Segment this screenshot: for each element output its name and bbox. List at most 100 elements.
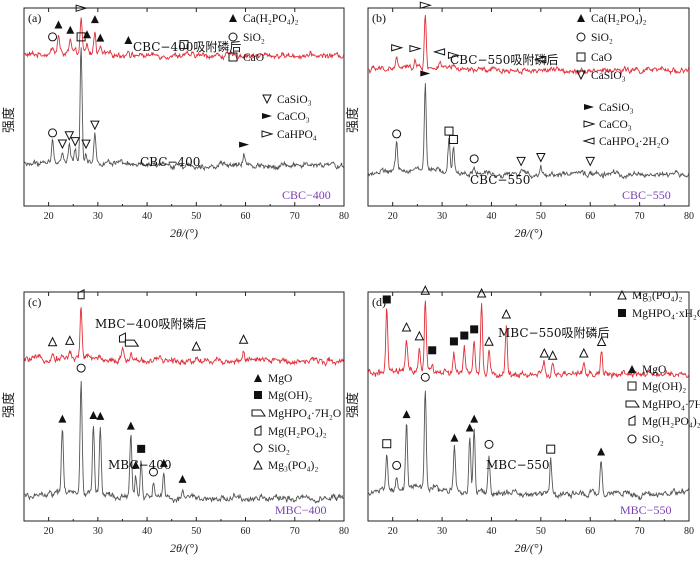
curve-label-before: CBC−550: [470, 173, 530, 187]
series-line-before: [23, 47, 345, 172]
legend-text: MgO: [642, 364, 666, 376]
peak-marker-tri-filled: [178, 474, 187, 483]
peak-marker-square: [444, 126, 454, 136]
x-tick-label: 40: [142, 211, 152, 222]
peak-marker-tri-filled: [470, 414, 479, 423]
legend-marker: [628, 415, 636, 426]
legend-entry-bottom: CaHPO₄·2H₂O: [582, 136, 669, 148]
x-axis-label: 2θ/(°): [514, 541, 542, 555]
peak-marker-tri-filled: [402, 410, 411, 419]
legend-entry-top: Ca(H₂PO₄)₂: [229, 13, 298, 25]
legend-text: MgO: [268, 373, 292, 385]
corner-sample-label: CBC−400: [282, 188, 331, 202]
legend-entry-bottom: Mg₃(PO₄)₂: [253, 459, 318, 472]
legend-marker: [253, 459, 263, 470]
peak-marker-circle: [469, 154, 479, 164]
peak-marker-circle: [392, 460, 402, 470]
curve-label-before: MBC−400: [108, 458, 171, 472]
legend-marker: [228, 52, 238, 62]
legend-text: CaSiO₃: [599, 102, 634, 114]
peak-marker-tri-filled: [124, 35, 133, 44]
panel-letter: (d): [372, 295, 386, 309]
peak-marker-tri-filled: [597, 447, 606, 456]
legend-entry-top: Mg₃(PO₄)₂: [617, 289, 682, 302]
peak-marker-para: [77, 288, 85, 300]
panel-d: 20 30 40 50 60 70 80 2θ/(°) 强度 (d) MBC−550吸附磷后 MBC−…: [345, 285, 700, 555]
peak-marker-tri-filled: [96, 33, 105, 42]
legend-entry-bottom: CaCO₃: [262, 111, 310, 123]
series-line-after: [23, 307, 345, 367]
legend-marker: [625, 400, 640, 408]
plot-frame: [367, 7, 690, 207]
peak-marker-tri-filled: [131, 460, 140, 469]
x-tick-label: 80: [684, 211, 694, 222]
peak-marker-square: [382, 439, 392, 449]
curve-label-after: MBC−400吸附磷后: [95, 316, 206, 331]
x-tick-label: 20: [388, 211, 398, 222]
legend-entry-bottom: MgO: [628, 364, 666, 376]
peak-marker-flag-open: [391, 44, 404, 52]
x-tick-label: 50: [536, 526, 546, 537]
peak-marker-tri-open: [191, 340, 202, 351]
peak-marker-tri-down: [81, 139, 91, 150]
curve-label-after: CBC−400吸附磷后: [133, 39, 241, 54]
peak-marker-tri-down: [585, 156, 596, 167]
legend-text: Mg(OH)₂: [268, 390, 312, 402]
legend-entry-top: CaSiO₃: [576, 70, 626, 82]
peak-marker-tri-down: [64, 131, 75, 141]
x-tick-label: 40: [486, 211, 496, 222]
x-tick-label: 70: [290, 211, 300, 222]
plot-frame: [23, 7, 345, 207]
peak-marker-tri-filled: [159, 458, 168, 467]
x-tick-label: 30: [437, 526, 447, 537]
x-tick-label: 60: [585, 211, 595, 222]
peak-marker-tri-open: [579, 347, 589, 358]
legend-marker: [254, 391, 262, 399]
legend-entry-bottom: MgO: [254, 373, 292, 385]
peak-marker-tri-filled: [465, 423, 474, 432]
x-axis-label: 2θ/(°): [170, 541, 198, 555]
x-tick-label: 70: [290, 526, 300, 537]
peak-marker-tri-open: [401, 321, 412, 332]
peak-marker-tri-open: [414, 330, 425, 341]
legend-entry-bottom: SiO₂: [627, 434, 664, 446]
legend-entry-top: CaO: [228, 52, 264, 64]
peak-marker-tri-down: [90, 120, 100, 131]
legend-text: Mg₃(PO₄)₂: [632, 290, 682, 302]
x-tick-label: 20: [44, 526, 54, 537]
legend-text: CaSiO₃: [277, 94, 312, 106]
legend-marker: [262, 94, 272, 105]
legend-text: Ca(H₂PO₄)₂: [591, 13, 646, 25]
panel-letter: (c): [28, 295, 41, 309]
peak-marker-tri-filled: [66, 25, 75, 34]
peak-marker-tri-down: [516, 156, 526, 167]
peak-marker-tri-open: [47, 336, 58, 347]
legend-text: Ca(H₂PO₄)₂: [243, 13, 298, 25]
peak-marker-square: [179, 40, 189, 50]
x-tick-label: 50: [536, 211, 546, 222]
legend-text: CaHPO₄: [277, 129, 317, 141]
panel-a: 20 30 40 50 60 70 80 2θ/(°) 强度 (a) CBC−400吸附磷后 CBC−…: [1, 4, 349, 240]
x-tick-label: 80: [684, 526, 694, 537]
legend-entry-bottom: MgHPO₄·7H₂O: [625, 399, 700, 411]
legend-text: Mg₃(PO₄)₂: [268, 460, 318, 472]
panel-letter: (a): [28, 11, 41, 25]
series-line-before: [367, 390, 690, 501]
corner-sample-label: MBC−400: [275, 503, 326, 517]
peak-marker-tri-filled: [83, 30, 92, 39]
legend-text: Mg(OH)₂: [642, 381, 686, 393]
peak-marker-tri-open: [64, 335, 75, 345]
legend-entry-top: SiO₂: [228, 32, 265, 44]
legend-marker: [618, 309, 626, 317]
legend-marker: [617, 289, 627, 300]
peak-marker-flag-open: [419, 1, 433, 9]
legend-marker: [254, 374, 262, 382]
x-tick-label: 40: [142, 526, 152, 537]
legend-marker: [577, 14, 585, 22]
peak-marker-trap: [124, 339, 140, 347]
peak-marker-tri-filled: [450, 433, 459, 442]
peak-marker-tri-filled: [90, 15, 99, 24]
x-tick-label: 20: [44, 211, 54, 222]
legend-text: MgHPO₄·7H₂O: [268, 408, 341, 420]
peak-marker-tri-open: [547, 350, 558, 360]
